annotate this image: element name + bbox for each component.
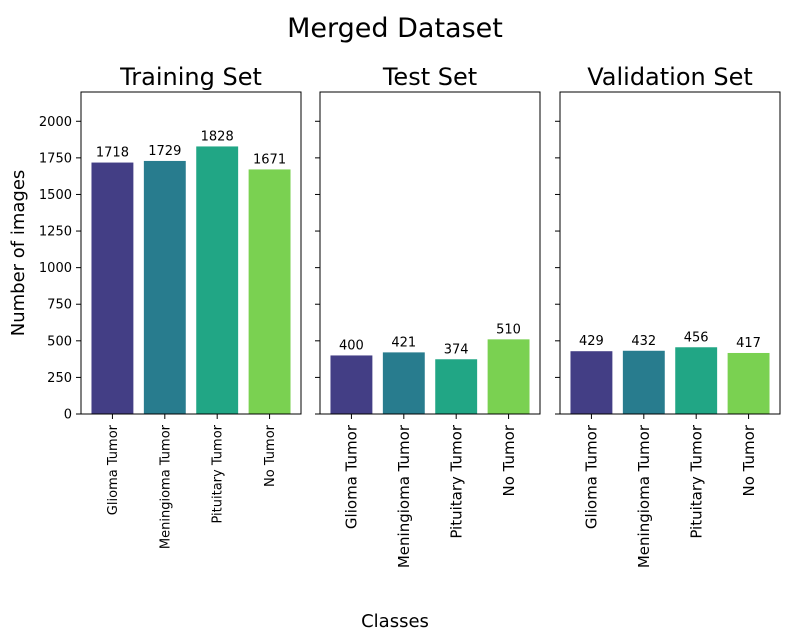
x-tick-label: Meningioma Tumor xyxy=(635,424,653,568)
bar xyxy=(382,352,425,414)
bar xyxy=(435,359,478,414)
y-tick-label: 750 xyxy=(47,298,72,313)
bar xyxy=(143,160,186,414)
y-tick-label: 250 xyxy=(47,371,72,386)
x-tick-label: Pituitary Tumor xyxy=(211,424,226,523)
bar-value-label: 510 xyxy=(496,322,521,337)
chart-panel-1: 1718 1729 1828 1671 0 250 500 750 1000 1250 1500 17… xyxy=(39,63,302,549)
y-tick-label: 1750 xyxy=(39,151,72,166)
bar-value-label: 432 xyxy=(631,334,656,349)
bar-value-label: 456 xyxy=(684,330,709,345)
figure-title: Merged Dataset xyxy=(287,13,503,44)
x-tick-label: Pituitary Tumor xyxy=(687,424,705,539)
x-tick-label: No Tumor xyxy=(500,424,518,496)
bar xyxy=(487,339,530,414)
panel-title: Test Set xyxy=(382,63,477,91)
plot-frame xyxy=(559,91,781,415)
bar-value-label: 1828 xyxy=(201,129,234,144)
bar-value-label: 374 xyxy=(444,342,469,357)
y-tick-label: 0 xyxy=(64,408,72,423)
bar xyxy=(727,352,770,414)
bar xyxy=(196,146,239,414)
plot-frame xyxy=(319,91,541,415)
x-tick-label: Meningioma Tumor xyxy=(395,424,413,568)
plot-frame xyxy=(80,91,302,415)
bar xyxy=(675,347,718,414)
bar xyxy=(91,162,134,414)
bar xyxy=(622,350,665,414)
x-tick-label: No Tumor xyxy=(263,424,278,487)
y-tick-label: 2000 xyxy=(39,115,72,130)
y-tick-label: 1500 xyxy=(39,188,72,203)
y-tick-label: 500 xyxy=(47,334,72,349)
x-tick-label: Glioma Tumor xyxy=(583,424,601,529)
bar-value-label: 417 xyxy=(736,336,761,351)
y-axis-label: Number of images xyxy=(8,170,29,337)
bar-value-label: 429 xyxy=(579,334,604,349)
chart-panel-2: 400 421 374 510 Glioma Tumor Meningioma Tumor… xyxy=(315,63,541,568)
chart-panels: 1718 1729 1828 1671 0 250 500 750 1000 1250 1500 17… xyxy=(39,63,781,568)
bar-value-label: 400 xyxy=(339,338,364,353)
panel-title: Validation Set xyxy=(587,63,753,91)
x-tick-label: Meningioma Tumor xyxy=(158,424,173,549)
bar xyxy=(570,351,613,414)
x-axis-label: Classes xyxy=(361,611,429,632)
x-tick-label: Glioma Tumor xyxy=(106,424,121,515)
panel-title: Training Set xyxy=(119,63,262,91)
bar xyxy=(330,355,373,414)
chart-panel-3: 429 432 456 417 Glioma Tumor Meningioma Tumor… xyxy=(555,63,781,568)
y-tick-label: 1000 xyxy=(39,261,72,276)
x-tick-label: No Tumor xyxy=(740,424,758,496)
bar xyxy=(248,169,291,414)
x-tick-label: Glioma Tumor xyxy=(343,424,361,529)
bar-value-label: 1718 xyxy=(96,146,129,161)
bar-value-label: 421 xyxy=(391,335,416,350)
bar-value-label: 1729 xyxy=(148,144,181,159)
y-tick-label: 1250 xyxy=(39,225,72,240)
x-tick-label: Pituitary Tumor xyxy=(447,424,465,539)
bar-value-label: 1671 xyxy=(253,152,286,167)
